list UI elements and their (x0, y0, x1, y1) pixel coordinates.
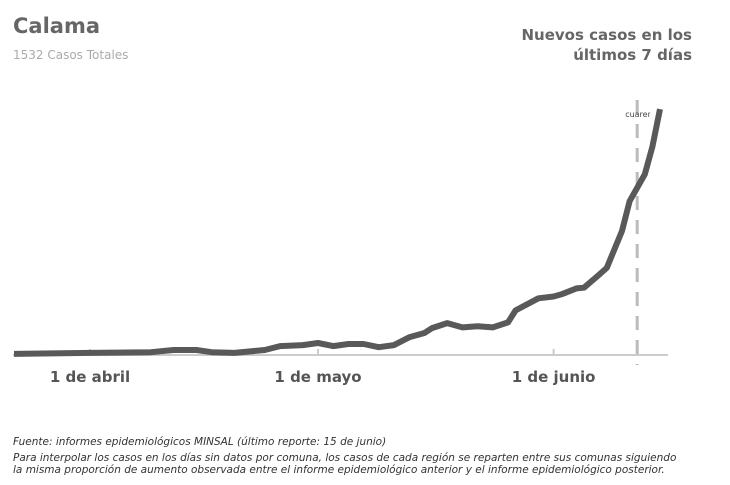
chart-metric-title: Nuevos casos en los últimos 7 días (521, 26, 693, 64)
x-tick-label: 1 de mayo (274, 368, 361, 386)
source-note: Fuente: informes epidemiológicos MINSAL … (13, 436, 387, 448)
series-line (13, 108, 663, 357)
line-chart: 1 de abril 1 de mayo 1 de junio cuarentena (13, 100, 671, 386)
total-cases: 1532 Casos Totales (13, 48, 129, 62)
quarantine-label: cuarentena (625, 110, 671, 119)
chart-title: Calama (13, 14, 101, 38)
method-note-2: la misma proporción de aumento observada… (13, 464, 665, 476)
method-note-1: Para interpolar los casos en los días si… (13, 452, 677, 464)
x-tick-label: 1 de abril (50, 368, 130, 386)
x-tick-label: 1 de junio (512, 368, 596, 386)
